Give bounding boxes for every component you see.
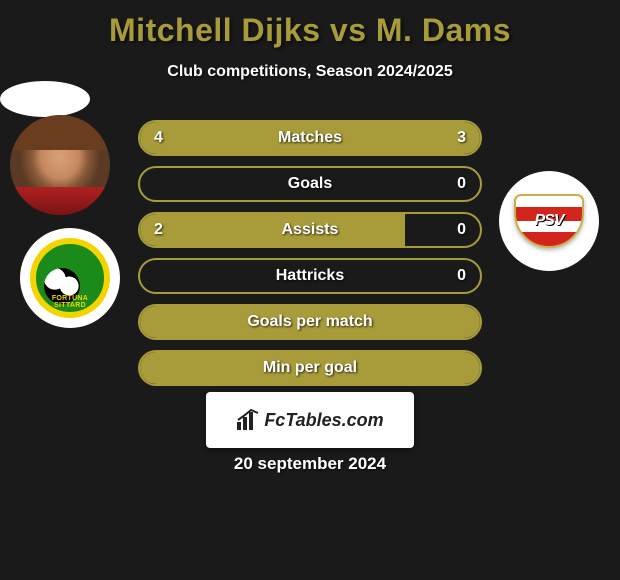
stat-label: Matches xyxy=(140,122,480,154)
stat-value-right: 3 xyxy=(457,122,466,154)
stat-value-right: 0 xyxy=(457,260,466,292)
fctables-logo-icon xyxy=(236,409,260,431)
stat-value-right: 0 xyxy=(457,214,466,246)
fortuna-sittard-icon: FORTUNA SITTARD xyxy=(30,238,110,318)
stat-label: Assists xyxy=(140,214,480,246)
stat-row: Min per goal xyxy=(138,350,482,386)
player-left-photo xyxy=(10,115,110,215)
stat-row: Goals per match xyxy=(138,304,482,340)
psv-icon: PSV xyxy=(514,194,584,248)
stats-area: Matches43Goals0Assists20Hattricks0Goals … xyxy=(138,120,482,396)
club-left-name: FORTUNA SITTARD xyxy=(36,295,104,309)
club-right-logo: PSV xyxy=(499,171,599,271)
comparison-card: Mitchell Dijks vs M. Dams Club competiti… xyxy=(0,0,620,580)
player-right-photo xyxy=(0,81,90,117)
stat-row: Matches4 3 xyxy=(138,120,482,156)
page-title: Mitchell Dijks vs M. Dams xyxy=(0,0,620,49)
stat-row: Goals0 xyxy=(138,166,482,202)
subtitle: Club competitions, Season 2024/2025 xyxy=(0,63,620,81)
stat-row: Assists2 0 xyxy=(138,212,482,248)
stat-value-right: 0 xyxy=(457,168,466,200)
date-label: 20 september 2024 xyxy=(0,454,620,474)
stat-value-left: 4 xyxy=(154,122,163,154)
stat-label: Goals per match xyxy=(140,306,480,338)
branding-text: FcTables.com xyxy=(264,410,383,431)
club-left-logo: FORTUNA SITTARD xyxy=(20,228,120,328)
stat-label: Goals xyxy=(140,168,480,200)
stat-label: Min per goal xyxy=(140,352,480,384)
stat-label: Hattricks xyxy=(140,260,480,292)
player-face-icon xyxy=(10,115,110,215)
stat-value-left: 2 xyxy=(154,214,163,246)
stat-row: Hattricks0 xyxy=(138,258,482,294)
branding-badge: FcTables.com xyxy=(206,392,414,448)
